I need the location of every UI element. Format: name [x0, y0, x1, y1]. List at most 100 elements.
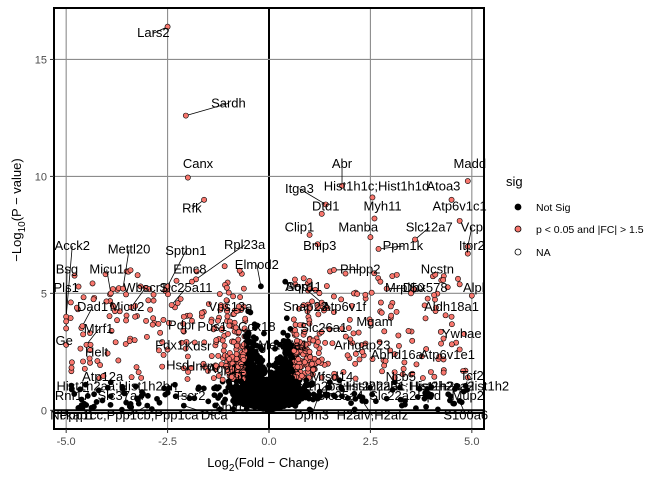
data-point: [174, 300, 181, 307]
label-connector: [414, 227, 430, 240]
gene-label: Hist1h2aa;Hist1h2bn: [57, 378, 178, 393]
data-point: [456, 281, 463, 288]
data-point: [149, 321, 156, 328]
data-point: [448, 341, 455, 348]
data-point: [80, 294, 87, 301]
data-point: [108, 328, 115, 334]
data-point: [146, 286, 153, 293]
data-point: [224, 313, 231, 320]
data-point: [399, 371, 406, 378]
labeled-point: [213, 337, 220, 344]
gene-label: Helt: [85, 344, 109, 359]
data-point: [82, 381, 89, 388]
data-point: [191, 339, 198, 346]
data-point: [81, 365, 88, 372]
data-point: [440, 356, 447, 363]
data-point: [352, 360, 359, 367]
data-point: [77, 386, 84, 393]
labeled-point: [367, 234, 374, 241]
data-point: [274, 389, 281, 396]
data-point: [344, 352, 351, 359]
data-point: [156, 399, 163, 406]
labeled-point: [189, 278, 195, 285]
data-point: [223, 363, 230, 369]
labeled-point: [464, 374, 471, 381]
label-connector: [299, 188, 326, 205]
data-point: [162, 287, 169, 294]
data-point: [71, 272, 78, 279]
labeled-point: [107, 379, 114, 386]
data-point: [240, 369, 247, 376]
data-point: [230, 339, 237, 345]
data-point: [252, 348, 259, 355]
legend-key-significant: [514, 225, 522, 233]
data-point: [324, 305, 331, 311]
data-point: [238, 361, 245, 368]
data-point: [126, 338, 133, 344]
gene-label: Lars2: [137, 25, 170, 40]
gene-label: Wbscr1: [123, 280, 167, 295]
data-point: [166, 385, 172, 391]
data-point: [135, 400, 142, 407]
data-point: [296, 305, 302, 312]
data-point: [302, 341, 309, 348]
data-point: [88, 404, 95, 411]
gene-label: Itga3: [285, 181, 314, 196]
gene-label: Slc25a11: [159, 280, 212, 295]
data-point: [301, 359, 308, 366]
data-point: [226, 322, 233, 329]
data-point: [122, 341, 129, 347]
data-point: [259, 401, 265, 408]
gene-label: Mettl7a1: [258, 337, 308, 352]
data-point: [393, 308, 400, 315]
data-point: [233, 308, 240, 314]
data-point: [301, 328, 308, 335]
data-point: [256, 358, 263, 365]
data-point: [461, 330, 467, 337]
data-point: [377, 278, 384, 285]
data-point: [252, 325, 258, 331]
data-point: [160, 351, 167, 358]
labeled-point: [217, 306, 224, 313]
data-point: [143, 317, 149, 324]
gene-label: Aldh18a1: [424, 299, 479, 314]
labeled-point: [322, 201, 329, 208]
data-point: [159, 339, 166, 345]
data-point: [308, 380, 315, 386]
data-point: [184, 376, 191, 382]
data-point: [246, 356, 253, 362]
gene-label: Ppm1k: [383, 238, 424, 253]
data-point: [293, 396, 300, 402]
data-point: [224, 284, 230, 291]
labeled-point: [180, 313, 187, 320]
gene-label: Pus1: [197, 319, 227, 334]
data-point: [434, 406, 441, 413]
data-point: [351, 390, 358, 397]
data-point: [215, 352, 222, 359]
labeled-point: [164, 23, 171, 30]
data-point: [419, 375, 426, 381]
label-connector: [167, 250, 187, 287]
labeled-points: [63, 23, 475, 411]
data-point: [219, 337, 226, 344]
data-point: [427, 369, 434, 375]
data-point: [280, 329, 287, 336]
data-point: [409, 337, 416, 344]
data-point: [219, 376, 226, 383]
labeled-point: [164, 346, 171, 353]
data-point: [352, 350, 359, 357]
gene-label: Atoa3: [426, 178, 460, 193]
data-point: [223, 297, 230, 304]
legend-key-na: [514, 248, 522, 256]
gene-label: Acck2: [55, 238, 90, 253]
gene-label: Rnf17: [55, 388, 90, 403]
data-point: [238, 388, 244, 395]
data-point: [371, 270, 378, 277]
data-point: [106, 313, 113, 320]
gene-label: Slc25a4: [316, 388, 363, 403]
data-point: [338, 296, 345, 303]
data-point: [396, 384, 403, 391]
data-point: [150, 297, 157, 304]
